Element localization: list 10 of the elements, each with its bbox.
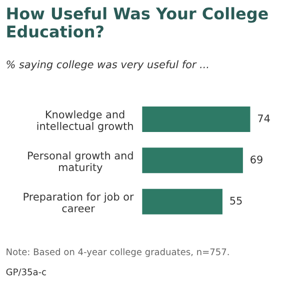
y-tick-label: Knowledge and intellectual growth xyxy=(37,110,133,132)
chart-title: How Useful Was Your College Education? xyxy=(7,7,268,38)
y-tick-label: Preparation for job or career xyxy=(24,192,134,212)
data-label: 55 xyxy=(230,196,242,205)
data-label: 74 xyxy=(258,114,270,122)
y-tick-label: Personal growth and maturity xyxy=(28,151,133,174)
text: Note: Based on 4-year college graduates, n=757. xyxy=(6,248,229,257)
chart-subtitle: % saying college was very useful for ... xyxy=(6,60,208,70)
data-label: 69 xyxy=(250,156,262,164)
text: GP/35a-c xyxy=(6,268,46,276)
